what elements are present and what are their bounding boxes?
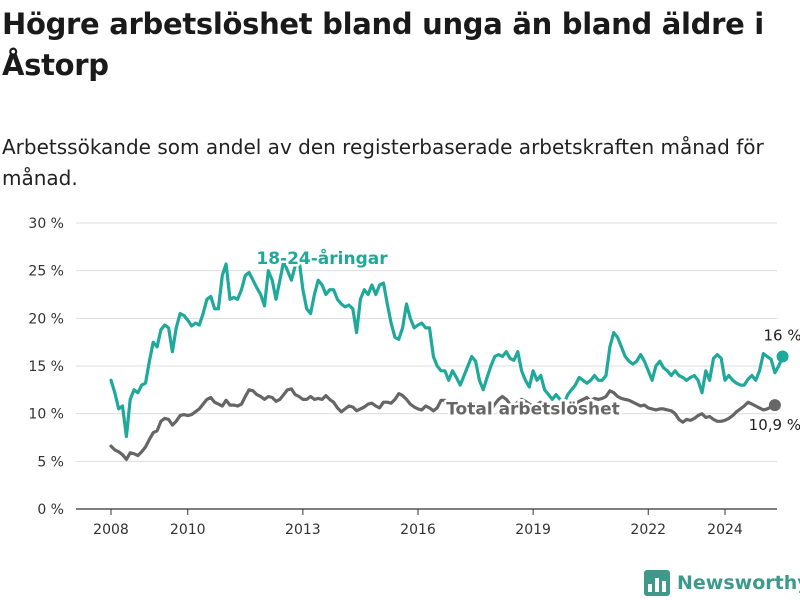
series-lines [109,257,789,461]
series-labels: 18-24-åringar Total arbetslöshet 16 % 10,9 … [254,245,800,434]
gridlines [76,222,777,462]
axes: 0 % 5 % 10 % 15 % 20 % 25 % 30 % 2008 2010 2013 20… [28,216,777,538]
end-point-total [768,399,781,412]
x-tick-label: 2016 [400,522,436,538]
brand-logo: Newsworthy [644,568,800,598]
chart-title: Högre arbetslöshet bland unga än bland ä… [2,7,764,82]
brand-name: Newsworthy [677,572,800,594]
y-tick-label: 20 % [28,311,64,327]
x-tick-label: 2013 [285,522,321,538]
end-value-label-total: 10,9 % [749,416,800,434]
y-tick-label: 30 % [28,216,64,232]
x-tick-label: 2019 [515,522,551,538]
y-tick-label: 5 % [37,454,64,470]
newsworthy-logo-icon [644,570,670,596]
x-tick-label: 2022 [630,522,666,538]
series-line-total [109,387,777,461]
y-tick-label: 25 % [28,264,64,280]
series-label-youth: 18-24-åringar [256,247,388,269]
x-tick-label: 2024 [707,522,743,538]
series-line-youth [109,257,785,439]
y-tick-label: 10 % [28,407,64,423]
chart-subtitle: Arbetssökande som andel av den registerb… [2,135,764,190]
y-tick-label: 0 % [37,502,64,518]
y-tick-label: 15 % [28,359,64,375]
series-label-total: Total arbetslöshet [446,400,620,420]
end-value-label-youth: 16 % [764,326,800,344]
x-tick-label: 2010 [170,522,206,538]
end-point-youth [776,350,789,363]
x-tick-label: 2008 [93,522,129,538]
